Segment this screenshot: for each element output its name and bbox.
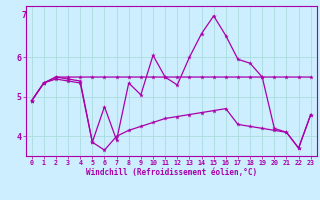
X-axis label: Windchill (Refroidissement éolien,°C): Windchill (Refroidissement éolien,°C) xyxy=(86,168,257,177)
Text: 7: 7 xyxy=(22,11,27,20)
